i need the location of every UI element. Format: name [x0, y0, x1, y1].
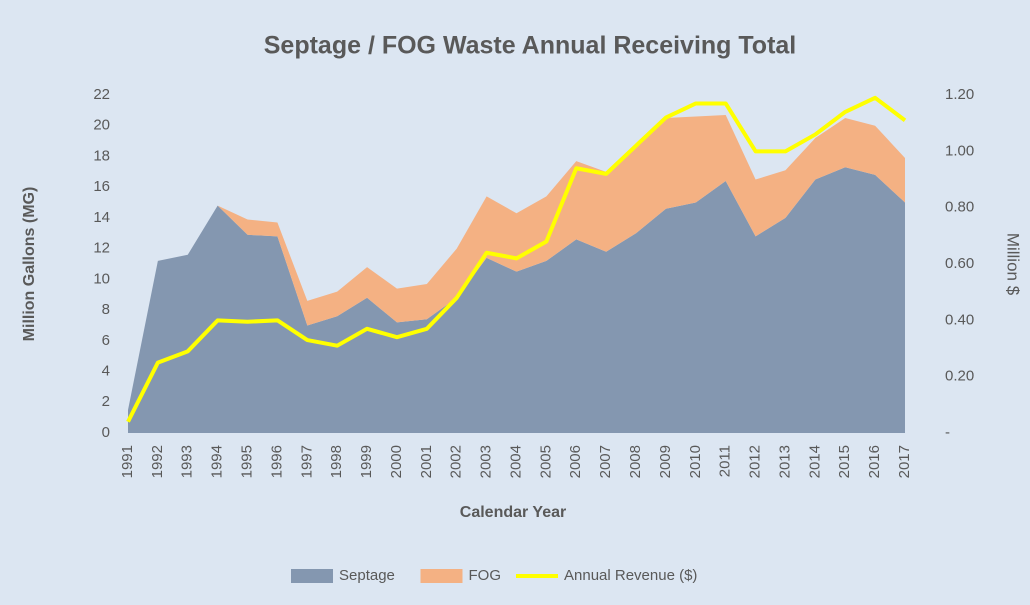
area	[128, 114, 905, 410]
x-tick-label: 2017	[896, 445, 913, 478]
y2-tick-label: 0.20	[945, 368, 974, 385]
x-tick-label: 2013	[776, 445, 793, 478]
x-tick-label: 2009	[657, 445, 674, 478]
chart-title: Septage / FOG Waste Annual Receiving Tot…	[264, 32, 797, 60]
x-tick-label: 2016	[866, 445, 883, 478]
x-tick-label: 2006	[567, 445, 584, 478]
x-tick-label: 2012	[747, 445, 764, 478]
x-tick-label: 2001	[418, 445, 435, 478]
x-tick-label: 1993	[179, 445, 196, 478]
legend-label: Septage	[339, 567, 395, 584]
revenue-line	[126, 95, 907, 423]
x-tick-label: 1994	[209, 445, 226, 478]
x-tick-label: 1997	[298, 445, 315, 478]
x-tick-label: 2010	[687, 445, 704, 478]
y-tick-label: 20	[93, 117, 110, 134]
y2-tick-label: 0.40	[945, 311, 974, 328]
x-tick-label: 1995	[239, 445, 256, 478]
y-tick-label: 14	[93, 209, 110, 226]
y-tick-label: 4	[102, 363, 110, 380]
x-tick-label: 2008	[627, 445, 644, 478]
y2-axis-title: Million $	[1004, 233, 1023, 296]
y-tick-label: 2	[102, 393, 110, 410]
x-tick-label: 2011	[717, 445, 734, 477]
y-axis-title: Million Gallons (MG)	[21, 187, 38, 342]
x-tick-label: 1992	[149, 445, 166, 478]
x-axis-title: Calendar Year	[460, 504, 566, 521]
y-tick-label: 0	[102, 424, 110, 441]
x-tick-label: 2014	[806, 445, 823, 478]
x-tick-label: 2000	[388, 445, 405, 478]
x-tick-label: 2005	[537, 445, 554, 478]
y-tick-label: 18	[93, 147, 110, 164]
x-tick-label: 2015	[836, 445, 853, 478]
y-tick-label: 8	[102, 301, 110, 318]
legend-label: Annual Revenue ($)	[564, 567, 697, 584]
y2-tick-label: 0.60	[945, 255, 974, 272]
legend-swatch	[420, 569, 463, 583]
y2-tick-label: 0.80	[945, 199, 974, 216]
x-tick-label: 2007	[597, 445, 614, 478]
x-tick-label: 2003	[478, 445, 495, 478]
x-tick-label: 2004	[507, 445, 524, 478]
area	[128, 167, 905, 433]
y2-tick-label: -	[945, 424, 950, 441]
legend-label: FOG	[469, 567, 502, 584]
x-tick-label: 1999	[358, 445, 375, 478]
y-tick-label: 12	[93, 240, 110, 257]
y-tick-label: 16	[93, 178, 110, 195]
y2-tick-label: 1.00	[945, 142, 974, 159]
y-tick-label: 10	[93, 270, 110, 287]
y2-tick-label: 1.20	[945, 86, 974, 103]
x-tick-label: 2002	[448, 445, 465, 478]
legend-swatch	[291, 569, 333, 583]
x-tick-label: 1991	[119, 445, 136, 478]
y-tick-label: 6	[102, 332, 110, 349]
x-tick-label: 1998	[328, 445, 345, 478]
x-tick-label: 1996	[268, 445, 285, 478]
y-tick-label: 22	[93, 86, 110, 103]
